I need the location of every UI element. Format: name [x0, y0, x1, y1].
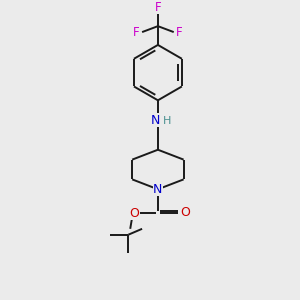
Text: F: F — [133, 26, 140, 39]
Text: O: O — [181, 206, 190, 218]
Text: N: N — [150, 114, 160, 127]
Text: H: H — [163, 116, 171, 126]
Text: N: N — [153, 183, 163, 196]
Text: F: F — [154, 1, 161, 14]
Text: O: O — [129, 206, 139, 220]
Text: F: F — [176, 26, 183, 39]
